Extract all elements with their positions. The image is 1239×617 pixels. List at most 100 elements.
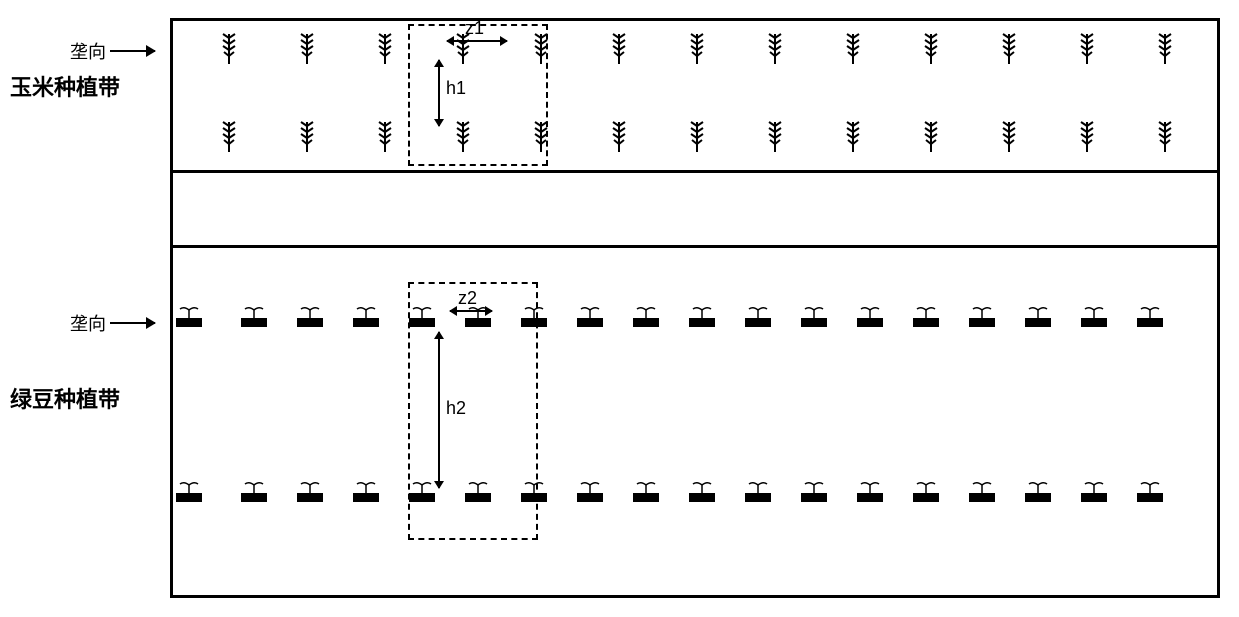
bean-plant — [1122, 481, 1178, 503]
bean-plant — [618, 481, 674, 503]
bean-icon — [239, 481, 269, 503]
bean-icon — [239, 306, 269, 328]
corn-icon — [378, 32, 392, 66]
bean-icon — [295, 481, 325, 503]
corn-plant — [736, 32, 814, 66]
corn-icon — [846, 120, 860, 154]
corn-icon — [690, 120, 704, 154]
bean-icon — [295, 306, 325, 328]
bean-plant — [674, 481, 730, 503]
bean-plant — [282, 306, 338, 328]
corn-icon — [690, 32, 704, 66]
z1-arrow — [447, 40, 507, 42]
bean-plant — [1066, 306, 1122, 328]
bean-icon — [687, 306, 717, 328]
corn-row-1 — [170, 32, 1220, 66]
corn-plant — [892, 32, 970, 66]
bean-icon — [855, 481, 885, 503]
bean-row-direction-label: 垄向 — [70, 310, 106, 336]
bean-plant — [842, 306, 898, 328]
corn-plant — [892, 120, 970, 154]
bean-plant — [842, 481, 898, 503]
corn-row-direction: 垄向 — [70, 38, 155, 64]
bean-plant — [170, 481, 226, 503]
bean-icon — [1135, 481, 1165, 503]
corn-band-title: 玉米种植带 — [10, 70, 120, 102]
corn-plant — [736, 120, 814, 154]
h2-label: h2 — [446, 398, 466, 419]
bean-callout-box — [408, 282, 538, 540]
corn-row-2 — [170, 120, 1220, 154]
bean-icon — [799, 481, 829, 503]
bean-plant — [898, 306, 954, 328]
corn-plant — [268, 32, 346, 66]
bean-icon — [743, 306, 773, 328]
corn-icon — [1002, 120, 1016, 154]
corn-icon — [222, 120, 236, 154]
bean-icon — [855, 306, 885, 328]
corn-plant — [1048, 120, 1126, 154]
z2-arrow — [450, 310, 492, 312]
bean-icon — [1023, 306, 1053, 328]
bean-icon — [174, 306, 204, 328]
corn-plant — [658, 32, 736, 66]
bean-icon — [1079, 306, 1109, 328]
bean-plant — [618, 306, 674, 328]
bean-plant — [1010, 481, 1066, 503]
planting-diagram: 垄向 玉米种植带 z1 h1 垄向 绿豆种植带 z2 h2 — [10, 10, 1229, 607]
bean-icon — [1023, 481, 1053, 503]
corn-icon — [300, 32, 314, 66]
corn-plant — [580, 32, 658, 66]
bean-icon — [743, 481, 773, 503]
bean-plant — [282, 481, 338, 503]
bean-plant — [730, 306, 786, 328]
corn-plant — [1048, 32, 1126, 66]
corn-plant — [1126, 120, 1204, 154]
bean-band-title: 绿豆种植带 — [10, 382, 120, 414]
bean-plant — [786, 481, 842, 503]
corn-plant — [814, 120, 892, 154]
bean-plant — [730, 481, 786, 503]
corn-icon — [924, 120, 938, 154]
bean-icon — [351, 481, 381, 503]
corn-callout-box — [408, 24, 548, 166]
bean-icon — [631, 481, 661, 503]
corn-row-direction-label: 垄向 — [70, 38, 106, 64]
corn-icon — [222, 32, 236, 66]
corn-icon — [612, 32, 626, 66]
h1-arrow — [438, 60, 440, 126]
z2-label: z2 — [458, 288, 477, 309]
corn-icon — [1080, 120, 1094, 154]
bean-plant — [170, 306, 226, 328]
bean-plant — [898, 481, 954, 503]
corn-plant — [970, 120, 1048, 154]
bean-icon — [575, 481, 605, 503]
bean-plant — [786, 306, 842, 328]
corn-plant — [970, 32, 1048, 66]
bean-plant — [954, 306, 1010, 328]
bean-plant — [226, 481, 282, 503]
bean-plant — [338, 481, 394, 503]
bean-icon — [575, 306, 605, 328]
bean-icon — [967, 306, 997, 328]
corn-icon — [1158, 120, 1172, 154]
bean-icon — [967, 481, 997, 503]
corn-icon — [612, 120, 626, 154]
band-divider-2 — [170, 245, 1220, 248]
bean-plant — [338, 306, 394, 328]
h2-arrow — [438, 332, 440, 488]
corn-plant — [814, 32, 892, 66]
corn-icon — [768, 120, 782, 154]
corn-icon — [846, 32, 860, 66]
corn-plant — [1126, 32, 1204, 66]
corn-icon — [378, 120, 392, 154]
bean-icon — [1135, 306, 1165, 328]
bean-row-2 — [170, 481, 1220, 503]
bean-plant — [562, 481, 618, 503]
bean-plant — [562, 306, 618, 328]
band-divider-1 — [170, 170, 1220, 173]
corn-plant — [658, 120, 736, 154]
arrow-right-icon — [110, 322, 155, 324]
corn-plant — [190, 120, 268, 154]
bean-icon — [1079, 481, 1109, 503]
